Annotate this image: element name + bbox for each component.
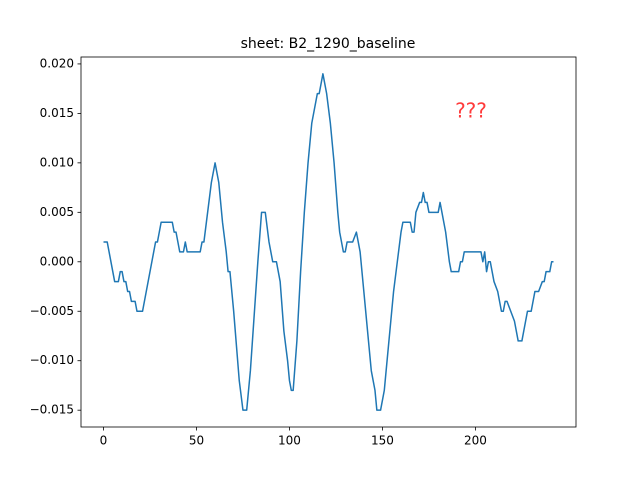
- y-tick-label: 0.010: [40, 155, 74, 169]
- x-tick-label: 0: [100, 434, 108, 448]
- y-tick-label: 0.005: [40, 205, 74, 219]
- x-tick-label: 150: [371, 434, 394, 448]
- y-tick-label: 0.000: [40, 254, 74, 268]
- y-tick-label: 0.020: [40, 56, 74, 70]
- data-line: [103, 73, 554, 411]
- annotation: ???: [455, 99, 487, 123]
- x-tick-label: 100: [278, 434, 301, 448]
- y-tick-label: 0.015: [40, 106, 74, 120]
- y-tick-label: −0.010: [30, 353, 74, 367]
- y-tick-label: −0.005: [30, 304, 74, 318]
- y-tick-label: −0.015: [30, 403, 74, 417]
- chart-title: sheet: B2_1290_baseline: [241, 36, 416, 52]
- plot-frame: [80, 56, 577, 428]
- x-tick-label: 50: [189, 434, 204, 448]
- x-tick-label: 200: [464, 434, 487, 448]
